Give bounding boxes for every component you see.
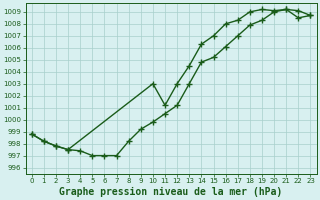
X-axis label: Graphe pression niveau de la mer (hPa): Graphe pression niveau de la mer (hPa) <box>60 186 283 197</box>
